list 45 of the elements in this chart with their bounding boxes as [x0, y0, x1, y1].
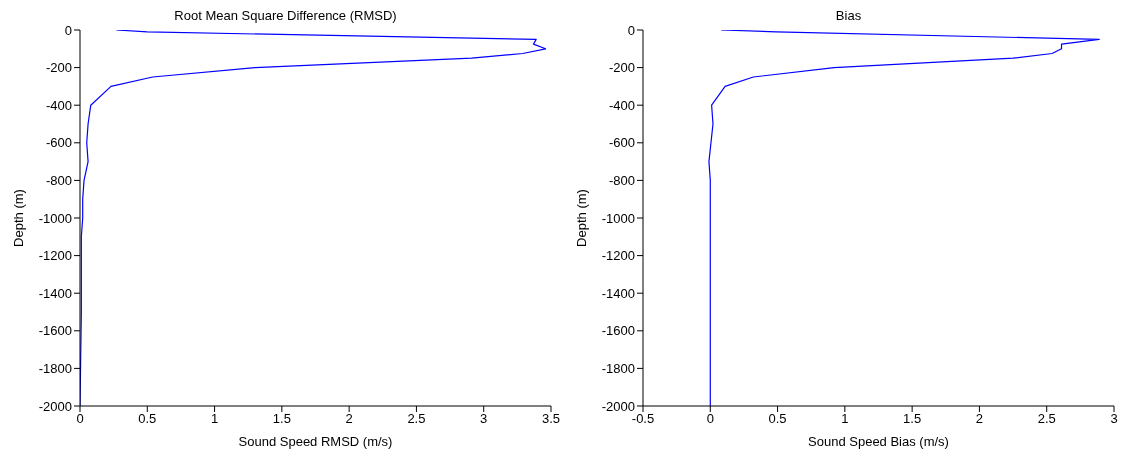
- y-axis-title: Depth (m): [10, 189, 26, 247]
- x-tick-label: 1: [210, 411, 219, 427]
- x-tick-label: 3.5: [541, 411, 561, 427]
- y-tick-label: -1600: [601, 323, 635, 339]
- y-tick-label: -800: [45, 173, 72, 189]
- y-tick-label: -2000: [38, 398, 72, 414]
- x-tick-label: 2.5: [1037, 411, 1056, 427]
- x-tick-label: -0.5: [631, 411, 655, 427]
- x-tick-label: 2.5: [407, 411, 426, 427]
- x-tick-label: 2: [345, 411, 353, 427]
- y-tick-label: -1800: [601, 361, 635, 377]
- y-tick-label: 0: [64, 22, 72, 38]
- x-tick-label: 0: [706, 411, 714, 427]
- line-series: [708, 30, 1100, 406]
- y-tick-label: -1200: [601, 248, 635, 264]
- y-tick-label: -600: [608, 135, 635, 151]
- y-tick-label: -800: [608, 173, 635, 189]
- y-tick-label: -600: [45, 135, 72, 151]
- y-axis-title: Depth (m): [573, 189, 589, 247]
- y-tick-label: -200: [608, 60, 635, 76]
- y-tick-label: -1600: [38, 323, 72, 339]
- x-tick-label: 1.5: [272, 411, 291, 427]
- chart-title: Bias: [834, 8, 863, 24]
- y-tick-label: 0: [627, 22, 635, 38]
- x-tick-label: 3: [1110, 411, 1118, 427]
- x-tick-label: 0.5: [768, 411, 787, 427]
- x-axis-title: Sound Speed RMSD (m/s): [238, 434, 393, 449]
- y-tick-label: -1800: [38, 361, 72, 377]
- x-tick-label: 1: [841, 411, 849, 427]
- y-tick-label: -1000: [601, 210, 635, 226]
- x-tick-label: 0.5: [138, 411, 157, 427]
- x-tick-label: 3: [480, 411, 488, 427]
- x-tick-label: 2: [975, 411, 984, 427]
- chart-title: Root Mean Square Difference (RMSD): [173, 8, 398, 24]
- y-tick-label: -1400: [38, 285, 72, 301]
- y-tick-label: -200: [45, 60, 72, 76]
- y-tick-label: -2000: [601, 398, 635, 414]
- y-tick-label: -400: [45, 97, 72, 113]
- x-tick-label: 0: [76, 411, 84, 427]
- y-tick-label: -1000: [38, 210, 72, 226]
- y-tick-label: -400: [608, 97, 635, 113]
- x-axis-title: Sound Speed Bias (m/s): [808, 434, 949, 449]
- x-tick-label: 1.5: [903, 411, 922, 427]
- y-tick-label: -1400: [601, 285, 635, 301]
- y-tick-label: -1200: [38, 248, 72, 264]
